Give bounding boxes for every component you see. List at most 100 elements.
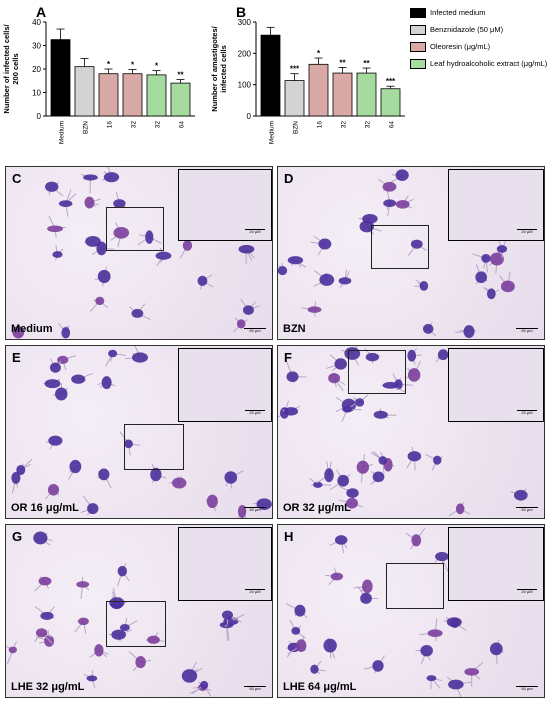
y-tick-label: 100: [238, 81, 252, 90]
zoom-region-box: [124, 424, 184, 470]
cell: [372, 660, 384, 672]
cell: [12, 326, 25, 339]
cell: [337, 474, 350, 487]
x-tick-label: BZN: [293, 121, 300, 134]
cell: [382, 181, 397, 192]
micrograph-or-16: 20 μM E OR 16 μg/mL 50 μm: [5, 345, 273, 519]
cell: [410, 239, 423, 249]
cell: [224, 471, 238, 484]
panel-caption-h: LHE 64 μg/mL: [283, 681, 357, 693]
bar: [122, 73, 143, 117]
panel-letter-c: C: [12, 171, 22, 186]
bar: [332, 72, 353, 117]
cell: [435, 551, 449, 562]
cell: [85, 235, 101, 247]
x-tick-label: 16: [107, 121, 114, 129]
cell: [419, 280, 429, 291]
significance-label: **: [177, 71, 184, 80]
cell: [355, 398, 365, 407]
cell: [287, 256, 304, 265]
cell: [372, 471, 385, 483]
x-tick-label: Medium: [269, 121, 276, 144]
cell: [83, 174, 98, 181]
cell: [101, 376, 112, 390]
cell: [395, 199, 410, 209]
zoom-region-box: [106, 207, 164, 251]
cell: [108, 349, 118, 358]
cell: [346, 488, 359, 498]
y-tick-label: 200: [238, 49, 252, 58]
scale-bar: 50 μm: [516, 686, 538, 693]
cell: [323, 638, 337, 653]
y-axis-label: infected cells: [219, 45, 228, 93]
cell-field: [278, 169, 515, 338]
legend-item: Oleoresin (μg/mL): [410, 38, 550, 55]
cell: [446, 617, 462, 628]
cell: [197, 275, 208, 287]
scale-bar-inset: 20 μM: [245, 410, 265, 417]
cell: [291, 627, 301, 635]
scale-bar-inset: 20 μM: [517, 410, 537, 417]
panel-caption-g: LHE 32 μg/mL: [11, 681, 85, 693]
cell: [330, 572, 344, 581]
legend-item: Leaf hydroalcoholic extract (μg/mL): [410, 55, 550, 72]
cell: [84, 196, 95, 209]
cell: [319, 273, 335, 286]
cell: [481, 253, 491, 263]
y-tick-label: 20: [32, 65, 41, 74]
panel-letter-h: H: [284, 529, 294, 544]
scale-bar: 50 μm: [244, 507, 266, 514]
cell: [407, 368, 421, 382]
cell-field: [285, 527, 505, 697]
y-tick-label: 0: [37, 112, 42, 121]
cell: [378, 456, 388, 465]
zoom-inset: 20 μM: [178, 348, 272, 422]
panel-caption-c: Medium: [11, 323, 53, 335]
cell: [55, 387, 68, 401]
cell: [383, 199, 397, 207]
zoom-region-box: [371, 225, 429, 269]
micrograph-medium: 20 μM C Medium 50 μm: [5, 166, 273, 340]
zoom-region-box: [386, 563, 444, 609]
scale-bar: 50 μm: [516, 507, 538, 514]
cell: [286, 371, 299, 383]
cell: [463, 325, 475, 338]
significance-label: *: [107, 60, 111, 69]
cell: [407, 349, 417, 362]
legend-swatch: [410, 24, 426, 35]
cell: [131, 308, 144, 318]
cell: [362, 579, 373, 594]
cell: [109, 597, 125, 609]
cell: [346, 497, 358, 509]
cell: [61, 327, 71, 339]
legend-item: Benznidazole (50 μM): [410, 21, 550, 38]
scale-bar-inset: 20 μM: [245, 589, 265, 596]
cell: [338, 277, 352, 285]
cell: [433, 455, 442, 465]
cell: [38, 576, 52, 586]
legend-label: Oleoresin (μg/mL): [430, 42, 491, 51]
significance-label: *: [317, 49, 321, 58]
scale-bar: 50 μm: [244, 686, 266, 693]
chart-infected-cells: 0 10 20 30 40 Number of infected cells/200 ce…: [2, 18, 195, 144]
y-tick-label: 40: [32, 18, 41, 27]
micrograph-or-32: 20 μM F OR 32 μg/mL 50 μm: [277, 345, 545, 519]
x-tick-label: 32: [341, 121, 348, 129]
bar: [146, 74, 167, 117]
chart-amastigotes: 0 100 200 300 Number of amastigotes/infected…: [210, 18, 405, 144]
cell: [496, 245, 508, 253]
zoom-inset: 20 μM: [448, 348, 544, 422]
cell: [307, 306, 322, 313]
cell-field: [6, 531, 245, 697]
significance-label: ***: [290, 65, 300, 74]
cell: [52, 251, 63, 258]
cell: [238, 244, 255, 254]
cell: [87, 503, 99, 515]
cell: [365, 352, 380, 362]
scale-bar-inset: 20 μM: [517, 589, 537, 596]
cell: [11, 471, 21, 484]
cell: [147, 635, 160, 644]
bar: [308, 63, 329, 117]
bar: [170, 82, 191, 117]
legend-swatch: [410, 58, 426, 69]
